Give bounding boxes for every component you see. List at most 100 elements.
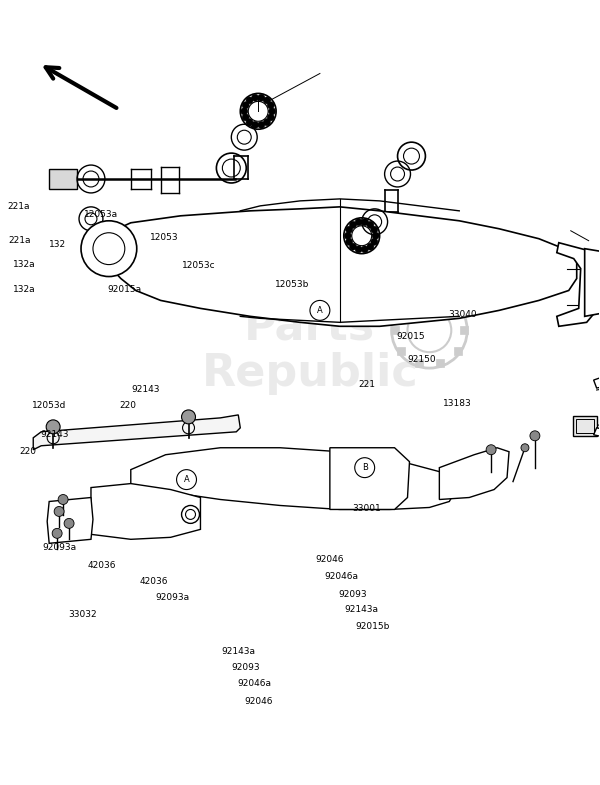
Circle shape (530, 431, 540, 440)
Text: 12053c: 12053c (182, 261, 215, 270)
Text: A: A (184, 475, 190, 484)
Text: 92143a: 92143a (345, 605, 379, 614)
Text: 220: 220 (119, 400, 137, 410)
Circle shape (263, 97, 271, 104)
Bar (454, 347, 461, 355)
Bar (436, 360, 444, 367)
Circle shape (355, 458, 374, 477)
Circle shape (54, 506, 64, 517)
Text: 221a: 221a (7, 202, 30, 211)
Circle shape (251, 94, 259, 101)
Circle shape (58, 495, 68, 505)
Text: 92143a: 92143a (221, 648, 255, 656)
Bar (397, 347, 405, 355)
Text: 92015b: 92015b (355, 623, 389, 631)
Bar (415, 293, 422, 301)
Text: A: A (317, 306, 323, 315)
Text: 92093: 92093 (339, 590, 367, 599)
Text: 12053b: 12053b (275, 280, 309, 289)
Text: 92046: 92046 (244, 696, 272, 706)
Bar (454, 306, 461, 314)
Circle shape (241, 108, 248, 115)
Circle shape (182, 410, 196, 424)
Circle shape (371, 239, 378, 245)
Text: 92015a: 92015a (107, 285, 142, 294)
Circle shape (346, 226, 353, 233)
Polygon shape (101, 207, 577, 327)
Circle shape (372, 232, 379, 239)
Text: 132a: 132a (13, 285, 36, 294)
Text: 221: 221 (359, 380, 376, 389)
Text: 92046a: 92046a (324, 572, 358, 582)
Bar (415, 360, 422, 367)
Circle shape (350, 243, 356, 250)
Polygon shape (47, 498, 93, 543)
Polygon shape (557, 243, 600, 327)
Text: 92093a: 92093a (155, 593, 190, 602)
Polygon shape (33, 415, 240, 450)
Text: 221a: 221a (8, 236, 31, 246)
Text: 92093a: 92093a (42, 542, 76, 552)
Bar (436, 293, 444, 301)
Text: 132: 132 (49, 239, 66, 249)
Circle shape (486, 445, 496, 455)
Text: 92093: 92093 (232, 663, 260, 672)
Polygon shape (330, 447, 409, 509)
Text: 12053d: 12053d (32, 400, 67, 410)
Text: B: B (362, 463, 368, 472)
Circle shape (258, 94, 265, 101)
Circle shape (361, 219, 368, 225)
Text: 33040: 33040 (448, 310, 477, 319)
Text: 92143: 92143 (40, 430, 69, 439)
Bar (49, 169, 77, 189)
Circle shape (258, 122, 265, 129)
Text: 42036: 42036 (88, 561, 116, 571)
Polygon shape (131, 447, 457, 509)
Bar (576, 419, 593, 433)
Circle shape (355, 219, 362, 225)
Circle shape (521, 444, 529, 451)
Circle shape (52, 528, 62, 539)
Text: 92150: 92150 (407, 355, 436, 364)
Text: Parts
Republic: Parts Republic (202, 305, 418, 395)
Text: 92015: 92015 (397, 332, 425, 341)
Circle shape (242, 114, 249, 121)
Text: 12053a: 12053a (84, 210, 118, 219)
Circle shape (361, 246, 368, 253)
Polygon shape (584, 249, 600, 316)
Polygon shape (91, 484, 200, 539)
Circle shape (350, 221, 356, 228)
Bar (391, 327, 398, 334)
Circle shape (246, 119, 253, 126)
Text: 92046: 92046 (315, 555, 343, 564)
Circle shape (176, 469, 196, 490)
Circle shape (246, 97, 253, 104)
Polygon shape (439, 447, 509, 499)
Circle shape (64, 518, 74, 528)
Text: 220: 220 (19, 447, 37, 455)
Bar (460, 327, 468, 334)
Text: 92046a: 92046a (237, 679, 271, 688)
Circle shape (242, 102, 249, 109)
Circle shape (267, 102, 274, 109)
Text: 33001: 33001 (353, 504, 382, 513)
Circle shape (267, 114, 274, 121)
Circle shape (81, 221, 137, 276)
Text: 33032: 33032 (68, 610, 97, 619)
Circle shape (371, 226, 378, 233)
Bar (397, 306, 405, 314)
Text: 13183: 13183 (443, 399, 472, 408)
Text: 12053: 12053 (149, 233, 178, 243)
Text: 42036: 42036 (140, 577, 169, 586)
Circle shape (355, 246, 362, 253)
Text: 132a: 132a (13, 260, 36, 268)
Circle shape (263, 119, 271, 126)
Circle shape (269, 108, 275, 115)
Circle shape (367, 221, 374, 228)
Text: 92143: 92143 (131, 385, 160, 394)
Circle shape (46, 420, 60, 434)
Circle shape (367, 243, 374, 250)
Circle shape (346, 239, 353, 245)
Circle shape (251, 122, 259, 129)
Circle shape (344, 232, 351, 239)
